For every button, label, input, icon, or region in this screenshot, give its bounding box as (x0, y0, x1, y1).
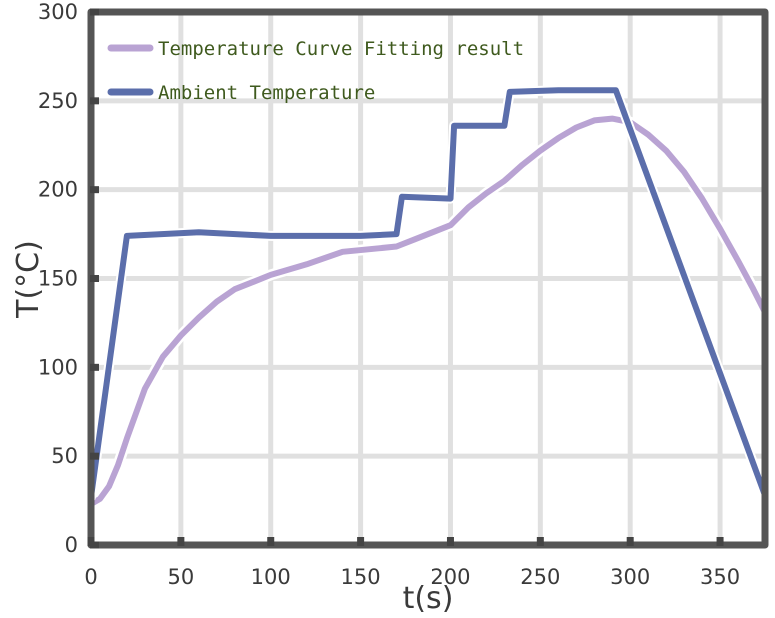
series-line (88, 115, 768, 508)
y-tick-labels: 0 50 100 150 200 250 300 (38, 0, 78, 557)
grid (91, 12, 765, 545)
x-tick-label: 300 (610, 565, 650, 589)
y-tick-label: 250 (38, 89, 78, 113)
x-tick-label: 250 (520, 565, 560, 589)
y-tick-label: 200 (38, 178, 78, 202)
y-tick-label: 300 (38, 0, 78, 24)
x-tick-label: 50 (167, 565, 194, 589)
y-tick-label: 150 (38, 267, 78, 291)
x-tick-labels: 0 50 100 150 200 250 300 350 (84, 565, 740, 589)
x-tick-label: 0 (84, 565, 97, 589)
y-tick-label: 100 (38, 355, 78, 379)
y-axis-title: T(°C) (11, 240, 46, 319)
series-line-halo (85, 113, 771, 510)
x-tick-label: 200 (430, 565, 470, 589)
series-layer (85, 85, 771, 510)
x-axis-title: t(s) (403, 581, 454, 616)
legend-label: Ambient Temperature (158, 82, 375, 104)
x-tick-label: 150 (341, 565, 381, 589)
legend-label: Temperature Curve Fitting result (158, 38, 524, 60)
x-tick-label: 100 (251, 565, 291, 589)
tick-marks (87, 8, 724, 549)
y-tick-label: 50 (51, 444, 78, 468)
x-tick-label: 350 (700, 565, 740, 589)
y-tick-label: 0 (65, 533, 78, 557)
series-line (88, 87, 768, 500)
legend: Temperature Curve Fitting result Ambient … (107, 38, 524, 104)
